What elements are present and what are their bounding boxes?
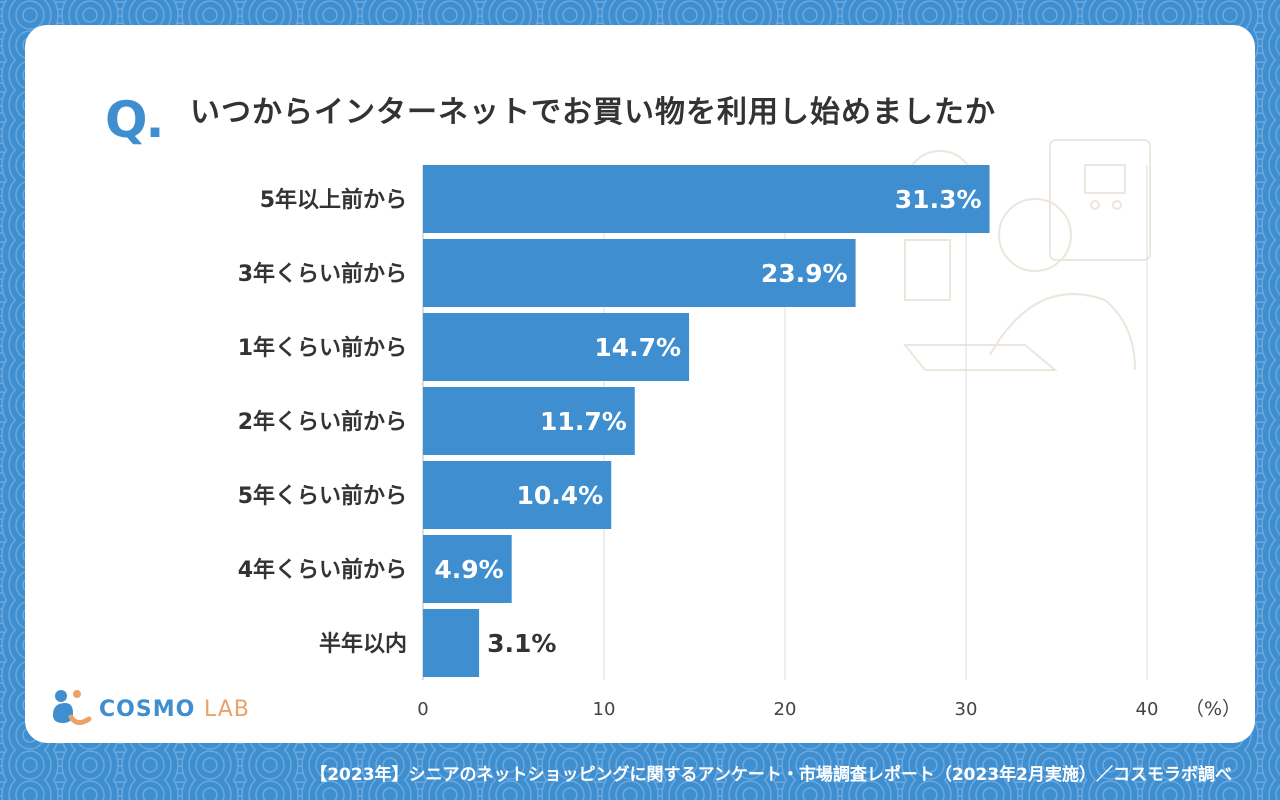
category-label: 5年くらい前から — [238, 483, 407, 509]
category-label: 4年くらい前から — [238, 557, 407, 583]
question-title: いつからインターネットでお買い物を利用し始めましたか — [190, 95, 996, 130]
x-axis-unit-label: （%） — [1185, 698, 1241, 720]
x-tick-label: 30 — [955, 699, 978, 720]
category-label: 2年くらい前から — [238, 409, 407, 435]
brand-name-part1: COSMO — [99, 696, 204, 722]
bar — [423, 387, 635, 455]
question-mark: Q. — [105, 91, 164, 149]
bar — [423, 535, 512, 603]
brand-name-part2: LAB — [203, 696, 250, 722]
category-label: 1年くらい前から — [238, 335, 407, 361]
bar — [423, 165, 990, 233]
bar — [423, 313, 690, 381]
category-label: 5年以上前から — [260, 187, 407, 213]
value-label: 3.1% — [487, 629, 556, 658]
bar — [423, 461, 612, 529]
bar-chart: 5年以上前から 31.3% 3年くらい前から 23.9% 1年くらい前から 14.7% 2年… — [238, 139, 1241, 720]
x-tick-label: 10 — [593, 699, 616, 720]
value-label: 10.4% — [517, 481, 604, 510]
x-tick-label: 0 — [417, 699, 428, 720]
value-label: 11.7% — [540, 407, 627, 436]
shopping-illustration — [902, 139, 1151, 371]
value-label: 31.3% — [895, 185, 982, 214]
value-label: 23.9% — [761, 259, 848, 288]
x-tick-label: 20 — [774, 699, 797, 720]
category-label: 半年以内 — [319, 631, 407, 657]
value-label: 14.7% — [594, 333, 681, 362]
brand-logo: COSMO LAB — [47, 687, 250, 731]
source-caption: 【2023年】シニアのネットショッピングに関するアンケート・市場調査レポート（2… — [310, 765, 1232, 785]
value-label: 4.9% — [434, 555, 503, 584]
bar — [423, 239, 856, 307]
category-label: 3年くらい前から — [238, 261, 407, 287]
x-tick-label: 40 — [1136, 699, 1159, 720]
bar — [423, 609, 480, 677]
chart-card: Q. いつからインターネットでお買い物を利用し始めましたか 5年以上前から 31.… — [25, 25, 1255, 743]
cosmo-lab-logo-icon — [53, 690, 92, 725]
brand-name: COSMO LAB — [99, 697, 250, 722]
